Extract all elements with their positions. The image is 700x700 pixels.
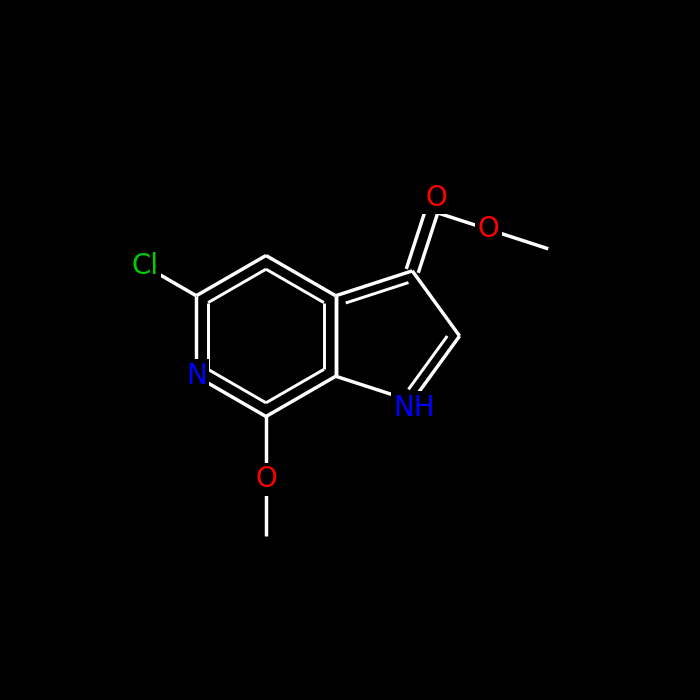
Text: O: O bbox=[425, 183, 447, 211]
Text: O: O bbox=[477, 216, 499, 244]
Text: Cl: Cl bbox=[131, 252, 158, 280]
Text: O: O bbox=[255, 466, 277, 493]
Text: NH: NH bbox=[393, 394, 435, 422]
Text: N: N bbox=[186, 363, 206, 391]
